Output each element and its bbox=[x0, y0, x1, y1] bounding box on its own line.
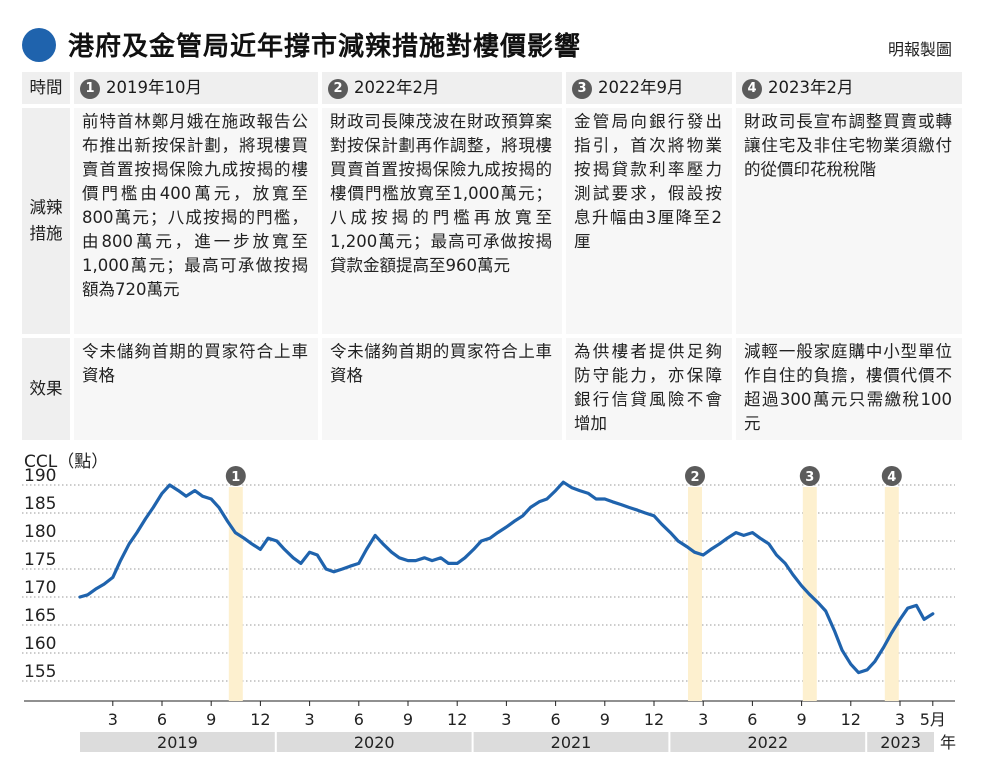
x-tick-label: 9 bbox=[403, 710, 413, 729]
event-number-badge: 4 bbox=[742, 78, 762, 99]
event-marker-label: 2 bbox=[690, 470, 699, 485]
x-tick-label: 6 bbox=[354, 710, 364, 729]
event-marker-label: 4 bbox=[887, 470, 896, 485]
year-band bbox=[473, 732, 669, 752]
y-tick-label: 165 bbox=[24, 606, 56, 626]
measures-table: 時間 1 2019年10月 2 2022年2月 3 2022年9月 4 2023年2月 … bbox=[22, 72, 962, 440]
effect-cell: 為供樓者提供足夠防守能力，亦保障銀行信貸風險不會增加 bbox=[566, 338, 732, 440]
x-tick-label: 3 bbox=[108, 710, 118, 729]
credit: 明報製圖 bbox=[887, 40, 952, 59]
x-tick-label: 9 bbox=[600, 710, 610, 729]
x-tick-label: 12 bbox=[644, 710, 664, 729]
x-tick-label: 5月 bbox=[920, 710, 946, 729]
y-tick-label: 160 bbox=[24, 634, 56, 654]
event-marker-label: 3 bbox=[805, 470, 814, 485]
effect-cell: 令未儲夠首期的買家符合上車資格 bbox=[322, 338, 562, 440]
x-tick-label: 9 bbox=[797, 710, 807, 729]
column-date: 2022年9月 bbox=[598, 78, 684, 97]
year-label: 2023 bbox=[880, 733, 921, 752]
event-marker bbox=[881, 466, 902, 486]
x-tick-label: 12 bbox=[250, 710, 270, 729]
column-header: 4 2023年2月 bbox=[736, 72, 962, 104]
x-tick-label: 3 bbox=[305, 710, 315, 729]
x-tick-label: 3 bbox=[698, 710, 708, 729]
measure-cell: 財政司長陳茂波在財政預算案對按保計劃再作調整，將現樓買賣首置按揭保險九成按揭的樓… bbox=[322, 108, 562, 334]
x-tick-label: 9 bbox=[206, 710, 216, 729]
title-dot-icon bbox=[22, 28, 56, 62]
x-tick-label: 3 bbox=[895, 710, 905, 729]
y-tick-label: 180 bbox=[24, 522, 56, 542]
column-header: 1 2019年10月 bbox=[74, 72, 318, 104]
event-band bbox=[884, 487, 899, 701]
x-tick-label: 6 bbox=[157, 710, 167, 729]
x-tick-label: 6 bbox=[747, 710, 757, 729]
measures-label: 減辣措施 bbox=[22, 108, 70, 334]
year-label: 2022 bbox=[747, 733, 788, 752]
header: 港府及金管局近年撐市減辣措施對樓價影響 明報製圖 bbox=[22, 18, 962, 68]
event-marker bbox=[225, 466, 246, 486]
measure-cell: 前特首林鄭月娥在施政報告公布推出新按保計劃，將現樓買賣首置按揭保險九成按揭的樓價… bbox=[74, 108, 318, 334]
event-marker-label: 1 bbox=[231, 470, 240, 485]
year-band bbox=[867, 732, 934, 752]
time-label: 時間 bbox=[22, 72, 70, 104]
event-marker bbox=[799, 466, 820, 486]
measures-row: 減辣措施 前特首林鄭月娥在施政報告公布推出新按保計劃，將現樓買賣首置按揭保險九成… bbox=[22, 108, 962, 334]
column-date: 2022年2月 bbox=[354, 78, 440, 97]
page-title: 港府及金管局近年撐市減辣措施對樓價影響 bbox=[68, 32, 582, 62]
x-tick-label: 12 bbox=[447, 710, 467, 729]
event-number-badge: 2 bbox=[328, 78, 348, 99]
y-tick-label: 170 bbox=[24, 578, 56, 598]
measure-cell: 金管局向銀行發出指引，首次將物業按揭貸款利率壓力測試要求，假設按息升幅由3厘降至… bbox=[566, 108, 732, 334]
y-tick-label: 155 bbox=[24, 662, 56, 682]
year-label: 2021 bbox=[551, 733, 592, 752]
event-band bbox=[688, 487, 702, 701]
x-tick-label: 3 bbox=[501, 710, 511, 729]
effect-cell: 減輕一般家庭購中小型單位作自住的負擔，樓價代價不超過300萬元只需繳稅100元 bbox=[736, 338, 962, 440]
column-header: 2 2022年2月 bbox=[322, 72, 562, 104]
effects-row: 效果 令未儲夠首期的買家符合上車資格 令未儲夠首期的買家符合上車資格 為供樓者提… bbox=[22, 338, 962, 440]
x-tick-label: 6 bbox=[551, 710, 561, 729]
year-label: 2019 bbox=[157, 733, 198, 752]
year-band bbox=[276, 732, 472, 752]
year-label: 2020 bbox=[354, 733, 395, 752]
effects-label: 效果 bbox=[22, 338, 70, 440]
ccl-series-line bbox=[78, 480, 935, 675]
x-tick-label: 12 bbox=[841, 710, 861, 729]
table-header-row: 時間 1 2019年10月 2 2022年2月 3 2022年9月 4 2023年2月 bbox=[22, 72, 962, 104]
y-tick-label: 185 bbox=[24, 494, 56, 514]
y-axis-label: CCL（點） bbox=[24, 452, 108, 472]
event-band bbox=[228, 487, 243, 701]
year-band bbox=[670, 732, 866, 752]
year-band bbox=[80, 732, 275, 752]
measure-cell: 財政司長宣布調整買賣或轉讓住宅及非住宅物業須繳付的從價印花稅稅階 bbox=[736, 108, 962, 334]
column-header: 3 2022年9月 bbox=[566, 72, 732, 104]
y-tick-label: 175 bbox=[24, 550, 56, 570]
event-marker bbox=[685, 466, 705, 486]
event-number-badge: 3 bbox=[572, 78, 592, 99]
y-tick-label: 190 bbox=[24, 466, 56, 486]
effect-cell: 令未儲夠首期的買家符合上車資格 bbox=[74, 338, 318, 440]
column-date: 2019年10月 bbox=[106, 78, 202, 97]
year-suffix: 年 bbox=[940, 733, 956, 752]
event-number-badge: 1 bbox=[80, 78, 100, 99]
column-date: 2023年2月 bbox=[768, 78, 854, 97]
